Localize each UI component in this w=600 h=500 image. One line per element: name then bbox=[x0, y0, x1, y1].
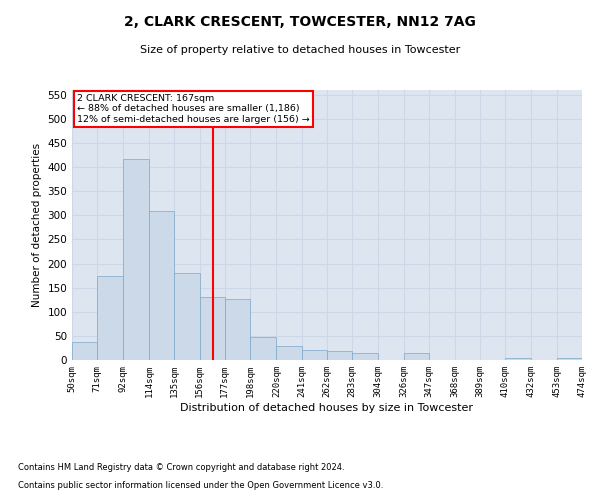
X-axis label: Distribution of detached houses by size in Towcester: Distribution of detached houses by size … bbox=[181, 402, 473, 412]
Bar bbox=[277, 346, 302, 360]
Bar bbox=[122, 160, 149, 360]
Text: Size of property relative to detached houses in Towcester: Size of property relative to detached ho… bbox=[140, 45, 460, 55]
Bar bbox=[404, 353, 429, 360]
Text: 2 CLARK CRESCENT: 167sqm
← 88% of detached houses are smaller (1,186)
12% of sem: 2 CLARK CRESCENT: 167sqm ← 88% of detach… bbox=[77, 94, 310, 124]
Bar bbox=[557, 358, 582, 360]
Text: 2, CLARK CRESCENT, TOWCESTER, NN12 7AG: 2, CLARK CRESCENT, TOWCESTER, NN12 7AG bbox=[124, 15, 476, 29]
Bar bbox=[352, 353, 377, 360]
Bar bbox=[327, 352, 352, 360]
Bar bbox=[72, 342, 97, 360]
Bar bbox=[149, 211, 174, 360]
Text: Contains HM Land Registry data © Crown copyright and database right 2024.: Contains HM Land Registry data © Crown c… bbox=[18, 464, 344, 472]
Bar bbox=[505, 358, 532, 360]
Bar bbox=[174, 273, 199, 360]
Bar bbox=[199, 298, 225, 360]
Bar bbox=[97, 276, 122, 360]
Text: Contains public sector information licensed under the Open Government Licence v3: Contains public sector information licen… bbox=[18, 481, 383, 490]
Bar bbox=[302, 350, 327, 360]
Bar bbox=[225, 299, 250, 360]
Y-axis label: Number of detached properties: Number of detached properties bbox=[32, 143, 42, 307]
Bar bbox=[250, 337, 277, 360]
